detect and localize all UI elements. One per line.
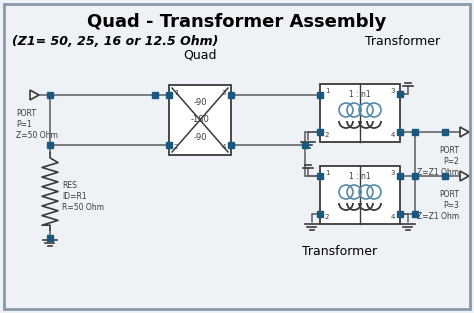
Text: Transformer: Transformer	[365, 35, 440, 48]
Text: 3: 3	[391, 88, 395, 94]
Text: 4: 4	[391, 214, 395, 220]
Text: 4: 4	[391, 132, 395, 138]
Text: PORT
P=1
Z=50 Ohm: PORT P=1 Z=50 Ohm	[16, 109, 58, 140]
Text: Quad - Transformer Assembly: Quad - Transformer Assembly	[87, 13, 387, 31]
Bar	[320, 84, 400, 142]
Text: 4: 4	[222, 144, 226, 150]
Bar	[169, 85, 231, 155]
Text: PORT
P=3
Z=Z1 Ohm: PORT P=3 Z=Z1 Ohm	[417, 190, 459, 221]
Text: 3: 3	[391, 170, 395, 176]
Text: 2: 2	[325, 132, 329, 138]
Text: -180: -180	[191, 115, 210, 125]
Text: -90: -90	[193, 133, 207, 142]
Text: (Z1= 50, 25, 16 or 12.5 Ohm): (Z1= 50, 25, 16 or 12.5 Ohm)	[12, 35, 219, 48]
Text: 1: 1	[325, 88, 329, 94]
Text: 1 : n1: 1 : n1	[349, 90, 371, 99]
Bar	[320, 166, 400, 224]
Text: Transformer: Transformer	[302, 245, 378, 258]
Text: 3: 3	[221, 90, 226, 96]
Text: RES
ID=R1
R=50 Ohm: RES ID=R1 R=50 Ohm	[62, 181, 104, 212]
Text: 2: 2	[325, 214, 329, 220]
Text: -90: -90	[193, 98, 207, 107]
Text: 1 : n1: 1 : n1	[349, 172, 371, 181]
Text: 1: 1	[174, 90, 179, 96]
Text: 1: 1	[325, 170, 329, 176]
Text: Quad: Quad	[183, 48, 217, 61]
Text: PORT
P=2
Z=Z1 Ohm: PORT P=2 Z=Z1 Ohm	[417, 146, 459, 177]
Text: 2: 2	[174, 144, 178, 150]
